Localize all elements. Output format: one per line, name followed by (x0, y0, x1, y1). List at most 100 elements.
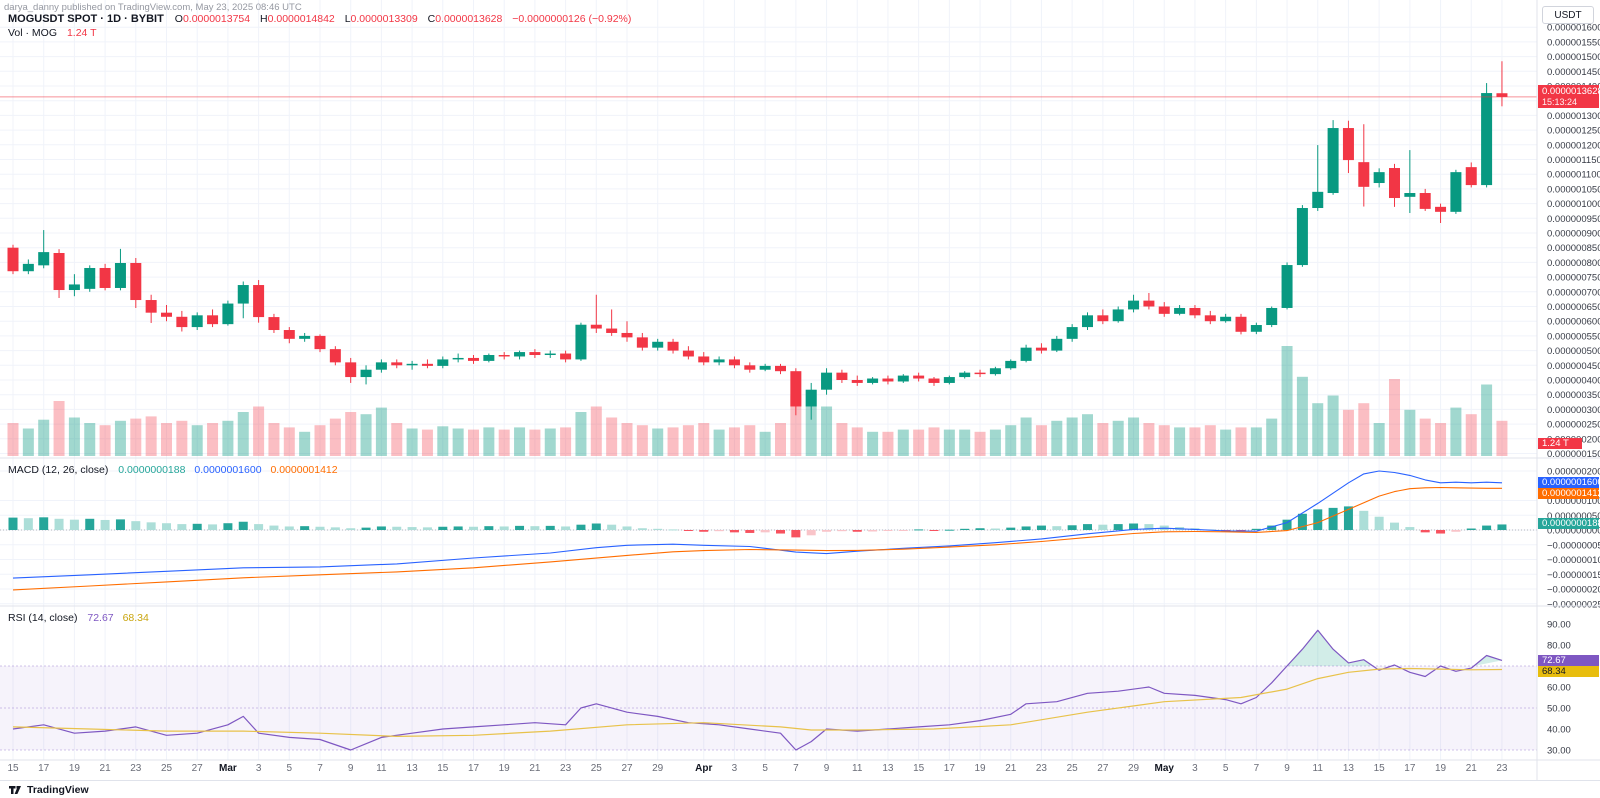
rsi-title[interactable]: RSI (14, close) (8, 612, 78, 624)
tradingview-logo-icon[interactable] (8, 783, 22, 797)
svg-text:17: 17 (944, 763, 956, 774)
svg-text:23: 23 (1036, 763, 1048, 774)
macd-title[interactable]: MACD (12, 26, close) (8, 464, 109, 476)
ohlc-close: C0.0000013628 (427, 13, 503, 25)
svg-text:7: 7 (317, 763, 323, 774)
svg-text:19: 19 (974, 763, 986, 774)
svg-text:23: 23 (560, 763, 572, 774)
svg-text:25: 25 (161, 763, 173, 774)
svg-text:May: May (1155, 763, 1175, 774)
macd-legend: MACD (12, 26, close) 0.0000000188 0.0000… (8, 464, 344, 476)
svg-text:30.00: 30.00 (1547, 746, 1571, 757)
svg-text:25: 25 (591, 763, 603, 774)
chart-plot[interactable]: 15 17 19 21 23 25 27 Mar 3 5 7 9 11 13 15 17 19 21 23 25 27 2… (0, 0, 1600, 780)
volume-axis-badge: 1.24 T (1538, 438, 1582, 449)
svg-text:90.00: 90.00 (1547, 620, 1571, 631)
svg-text:0.0000000000: 0.0000000000 (1547, 526, 1600, 537)
svg-text:17: 17 (468, 763, 480, 774)
rsi-ma-axis-badge: 68.34 (1538, 666, 1599, 677)
svg-text:19: 19 (69, 763, 81, 774)
svg-text:29: 29 (652, 763, 664, 774)
svg-text:13: 13 (1343, 763, 1355, 774)
svg-text:50.00: 50.00 (1547, 704, 1571, 715)
svg-text:5: 5 (1223, 763, 1229, 774)
current-price-value: 0.0000013628 (1542, 86, 1600, 97)
macd-signal-value: 0.0000001412 (270, 464, 338, 476)
svg-text:15: 15 (437, 763, 449, 774)
svg-text:25: 25 (1067, 763, 1079, 774)
svg-text:21: 21 (1005, 763, 1017, 774)
svg-text:23: 23 (130, 763, 142, 774)
ohlc-low: L0.0000013309 (344, 13, 418, 25)
bar-countdown: 15:13:24 (1542, 97, 1578, 107)
svg-text:19: 19 (1435, 763, 1447, 774)
currency-toggle-button[interactable]: USDT (1542, 6, 1594, 24)
svg-text:13: 13 (882, 763, 894, 774)
svg-text:27: 27 (1097, 763, 1109, 774)
svg-text:29: 29 (1128, 763, 1140, 774)
svg-text:15: 15 (913, 763, 925, 774)
svg-text:3: 3 (732, 763, 738, 774)
symbol-legend: MOGUSDT SPOT · 1D · BYBIT O0.0000013754 … (8, 13, 631, 25)
svg-text:9: 9 (1284, 763, 1290, 774)
tradingview-wordmark[interactable]: TradingView (27, 783, 89, 796)
svg-text:15: 15 (7, 763, 19, 774)
svg-text:11: 11 (1313, 763, 1324, 774)
svg-text:17: 17 (38, 763, 50, 774)
macd-signal-badge: 0.0000001412 (1538, 488, 1600, 499)
svg-text:5: 5 (287, 763, 293, 774)
svg-text:9: 9 (348, 763, 354, 774)
svg-text:40.00: 40.00 (1547, 725, 1571, 736)
volume-label[interactable]: Vol · MOG (8, 27, 58, 39)
svg-text:13: 13 (407, 763, 419, 774)
rsi-axis-badge: 72.67 (1538, 655, 1599, 666)
volume-legend: Vol · MOG 1.24 T (8, 27, 97, 39)
svg-text:3: 3 (1192, 763, 1198, 774)
svg-text:11: 11 (376, 763, 387, 774)
svg-text:19: 19 (499, 763, 511, 774)
published-line: darya_danny published on TradingView.com… (4, 2, 302, 13)
macd-hist-badge: 0.0000000188 (1538, 518, 1600, 529)
svg-text:21: 21 (100, 763, 112, 774)
svg-text:21: 21 (1466, 763, 1478, 774)
ohlc-high: H0.0000014842 (260, 13, 335, 25)
rsi-value: 72.67 (87, 612, 114, 624)
symbol-title[interactable]: MOGUSDT SPOT · 1D · BYBIT (8, 13, 164, 25)
svg-text:27: 27 (192, 763, 204, 774)
svg-text:21: 21 (529, 763, 541, 774)
svg-text:27: 27 (621, 763, 633, 774)
rsi-legend: RSI (14, close) 72.67 68.34 (8, 612, 155, 624)
svg-text:3: 3 (256, 763, 262, 774)
volume-value: 1.24 T (66, 27, 97, 39)
svg-text:Mar: Mar (219, 763, 237, 774)
svg-text:60.00: 60.00 (1547, 683, 1571, 694)
